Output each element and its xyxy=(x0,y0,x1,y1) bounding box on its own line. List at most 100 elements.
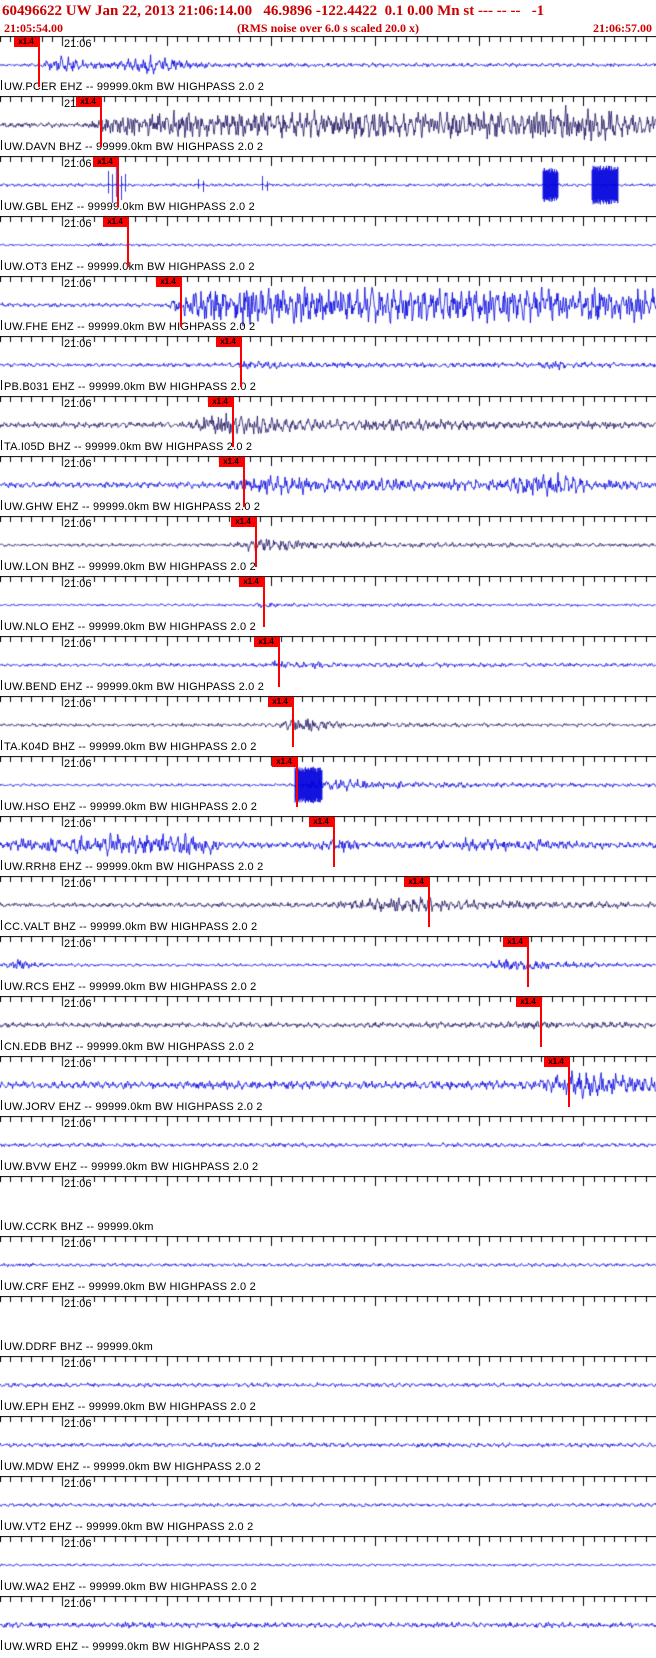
station-label: UW.FHE EHZ -- 99999.0km BW HIGHPASS 2.0 … xyxy=(4,321,256,333)
waveform-canvas[interactable] xyxy=(0,696,656,756)
pick-time-line[interactable] xyxy=(568,1057,570,1107)
ruler-time-label: 21:06 xyxy=(64,1418,92,1430)
waveform-canvas[interactable] xyxy=(0,336,656,396)
pick-time-line[interactable] xyxy=(117,157,119,207)
trace-row[interactable]: 21:06 UW.WRD EHZ -- 99999.0km BW HIGHPAS… xyxy=(0,1596,656,1656)
pick-scale-tag[interactable]: x1.4 xyxy=(103,217,127,227)
station-label: UW.GHW EHZ -- 99999.0km BW HIGHPASS 2.0 … xyxy=(4,501,261,513)
trace-start-tick xyxy=(1,380,2,390)
trace-start-tick xyxy=(1,1340,2,1350)
trace-row[interactable]: 21:06 x1.4 UW.NLO EHZ -- 99999.0km BW HI… xyxy=(0,576,656,636)
waveform-canvas[interactable] xyxy=(0,876,656,936)
trace-row[interactable]: 21:06 UW.CCRK BHZ -- 99999.0km xyxy=(0,1176,656,1236)
trace-row[interactable]: 21:06 x1.4 UW.FHE EHZ -- 99999.0km BW HI… xyxy=(0,276,656,336)
trace-row[interactable]: 21:06 UW.CRF EHZ -- 99999.0km BW HIGHPAS… xyxy=(0,1236,656,1296)
pick-scale-tag[interactable]: x1.4 xyxy=(208,397,232,407)
pick-time-line[interactable] xyxy=(38,37,40,87)
pick-time-line[interactable] xyxy=(127,217,129,267)
trace-row[interactable]: 21:06 x1.4 TA.I05D BHZ -- 99999.0km BW H… xyxy=(0,396,656,456)
pick-time-line[interactable] xyxy=(278,637,280,687)
waveform-canvas[interactable] xyxy=(0,276,656,336)
pick-time-line[interactable] xyxy=(232,397,234,447)
pick-scale-tag[interactable]: x1.4 xyxy=(76,97,100,107)
pick-scale-tag[interactable]: x1.4 xyxy=(254,637,278,647)
pick-time-line[interactable] xyxy=(540,997,542,1047)
pick-time-line[interactable] xyxy=(292,697,294,747)
trace-row[interactable]: 21:06 UW.EPH EHZ -- 99999.0km BW HIGHPAS… xyxy=(0,1356,656,1416)
pick-time-line[interactable] xyxy=(428,877,430,927)
pick-time-line[interactable] xyxy=(243,457,245,507)
trace-row[interactable]: 21:06 x1.4 CC.VALT BHZ -- 99999.0km BW H… xyxy=(0,876,656,936)
waveform-canvas[interactable] xyxy=(0,576,656,636)
pick-scale-tag[interactable]: x1.4 xyxy=(503,937,527,947)
waveform-canvas[interactable] xyxy=(0,1596,656,1656)
trace-start-tick xyxy=(1,500,2,510)
pick-scale-tag[interactable]: x1.4 xyxy=(272,757,296,767)
waveform-canvas[interactable] xyxy=(0,516,656,576)
pick-time-line[interactable] xyxy=(333,817,335,867)
trace-row[interactable]: 21:06 x1.4 UW.RCS EHZ -- 99999.0km BW HI… xyxy=(0,936,656,996)
trace-start-tick xyxy=(1,1580,2,1590)
waveform-canvas[interactable] xyxy=(0,636,656,696)
waveform-canvas[interactable] xyxy=(0,96,656,156)
pick-scale-tag[interactable]: x1.4 xyxy=(156,277,180,287)
trace-row[interactable]: 21:06 UW.VT2 EHZ -- 99999.0km BW HIGHPAS… xyxy=(0,1476,656,1536)
trace-row[interactable]: 21:06 x1.4 UW.HSO EHZ -- 99999.0km BW HI… xyxy=(0,756,656,816)
trace-row[interactable]: 21:06 x1.4 UW.GBL EHZ -- 99999.0km BW HI… xyxy=(0,156,656,216)
waveform-canvas[interactable] xyxy=(0,1116,656,1176)
waveform-canvas[interactable] xyxy=(0,936,656,996)
waveform-canvas[interactable] xyxy=(0,36,656,96)
trace-row[interactable]: 21:06 UW.DDRF BHZ -- 99999.0km xyxy=(0,1296,656,1356)
trace-row[interactable]: 21:06 x1.4 TA.K04D BHZ -- 99999.0km BW H… xyxy=(0,696,656,756)
trace-row[interactable]: 21:06 x1.4 UW.GHW EHZ -- 99999.0km BW HI… xyxy=(0,456,656,516)
waveform-canvas[interactable] xyxy=(0,756,656,816)
waveform-canvas[interactable] xyxy=(0,1356,656,1416)
waveform-canvas[interactable] xyxy=(0,1476,656,1536)
trace-row[interactable]: 21:06 x1.4 PB.B031 EHZ -- 99999.0km BW H… xyxy=(0,336,656,396)
waveform-canvas[interactable] xyxy=(0,1236,656,1296)
trace-row[interactable]: 21:06 x1.4 UW.PCER EHZ -- 99999.0km BW H… xyxy=(0,36,656,96)
trace-list: 21:06 x1.4 UW.PCER EHZ -- 99999.0km BW H… xyxy=(0,36,656,1656)
trace-row[interactable]: 21:06 x1.4 UW.DAVN BHZ -- 99999.0km BW H… xyxy=(0,96,656,156)
waveform-canvas[interactable] xyxy=(0,1176,656,1236)
trace-row[interactable]: 21:06 x1.4 UW.JORV EHZ -- 99999.0km BW H… xyxy=(0,1056,656,1116)
pick-time-line[interactable] xyxy=(240,337,242,387)
trace-start-tick xyxy=(1,1040,2,1050)
pick-scale-tag[interactable]: x1.4 xyxy=(544,1057,568,1067)
trace-row[interactable]: 21:06 x1.4 CN.EDB BHZ -- 99999.0km BW HI… xyxy=(0,996,656,1056)
pick-time-line[interactable] xyxy=(263,577,265,627)
pick-time-line[interactable] xyxy=(100,97,102,147)
pick-scale-tag[interactable]: x1.4 xyxy=(309,817,333,827)
pick-scale-tag[interactable]: x1.4 xyxy=(216,337,240,347)
ruler-time-label: 21:06 xyxy=(64,1118,92,1130)
station-label: UW.HSO EHZ -- 99999.0km BW HIGHPASS 2.0 … xyxy=(4,801,258,813)
pick-time-line[interactable] xyxy=(180,277,182,327)
trace-row[interactable]: 21:06 UW.MDW EHZ -- 99999.0km BW HIGHPAS… xyxy=(0,1416,656,1476)
trace-row[interactable]: 21:06 x1.4 UW.OT3 EHZ -- 99999.0km BW HI… xyxy=(0,216,656,276)
trace-start-tick xyxy=(1,980,2,990)
trace-row[interactable]: 21:06 x1.4 UW.RRH8 EHZ -- 99999.0km BW H… xyxy=(0,816,656,876)
pick-scale-tag[interactable]: x1.4 xyxy=(14,37,38,47)
waveform-canvas[interactable] xyxy=(0,996,656,1056)
trace-row[interactable]: 21:06 UW.BVW EHZ -- 99999.0km BW HIGHPAS… xyxy=(0,1116,656,1176)
pick-time-line[interactable] xyxy=(527,937,529,987)
pick-time-line[interactable] xyxy=(296,757,298,807)
pick-scale-tag[interactable]: x1.4 xyxy=(219,457,243,467)
pick-scale-tag[interactable]: x1.4 xyxy=(516,997,540,1007)
waveform-canvas[interactable] xyxy=(0,1416,656,1476)
trace-row[interactable]: 21:06 x1.4 UW.BEND EHZ -- 99999.0km BW H… xyxy=(0,636,656,696)
station-label: PB.B031 EHZ -- 99999.0km BW HIGHPASS 2.0… xyxy=(4,381,257,393)
pick-scale-tag[interactable]: x1.4 xyxy=(404,877,428,887)
ruler-time-label: 21:06 xyxy=(64,758,92,770)
trace-row[interactable]: 21:06 UW.WA2 EHZ -- 99999.0km BW HIGHPAS… xyxy=(0,1536,656,1596)
waveform-canvas[interactable] xyxy=(0,396,656,456)
pick-time-line[interactable] xyxy=(255,517,257,567)
trace-row[interactable]: 21:06 x1.4 UW.LON BHZ -- 99999.0km BW HI… xyxy=(0,516,656,576)
waveform-canvas[interactable] xyxy=(0,1296,656,1356)
pick-scale-tag[interactable]: x1.4 xyxy=(239,577,263,587)
pick-scale-tag[interactable]: x1.4 xyxy=(93,157,117,167)
pick-scale-tag[interactable]: x1.4 xyxy=(231,517,255,527)
waveform-canvas[interactable] xyxy=(0,1536,656,1596)
pick-scale-tag[interactable]: x1.4 xyxy=(268,697,292,707)
waveform-canvas[interactable] xyxy=(0,456,656,516)
